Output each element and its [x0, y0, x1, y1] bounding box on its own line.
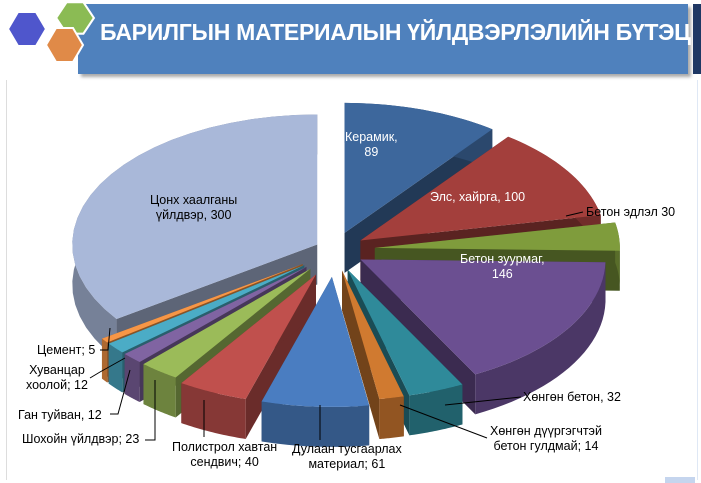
data-label: Цемент; 5	[37, 343, 95, 358]
slice-top	[360, 136, 601, 241]
data-label: Цонх хаалганы үйлдвэр, 300	[150, 193, 237, 223]
slice-side	[181, 383, 246, 440]
slice-wall	[342, 270, 380, 440]
label-value: материал; 61	[308, 457, 386, 471]
leader-line	[145, 380, 156, 441]
slice-top	[374, 222, 620, 251]
pie-slice-полистрол-хавтан-сендвич	[181, 274, 316, 440]
label-name: Цемент; 5	[37, 343, 96, 357]
label-value: 146	[491, 267, 513, 281]
label-value: сендвич; 40	[190, 455, 259, 469]
data-label: Дулаан тусгаарлах материал; 61	[292, 442, 402, 472]
leader-line	[444, 396, 522, 406]
label-name: Полистрол хавтан	[172, 440, 278, 454]
slice-top	[143, 268, 311, 378]
label-name: Элс, хайрга, 100	[430, 190, 526, 204]
label-name: Шохойн үйлдвэр; 23	[22, 432, 140, 446]
slice-side	[261, 401, 370, 447]
label-value: үйлдвэр, 300	[155, 208, 232, 222]
slice-top	[347, 269, 463, 396]
slice-top	[181, 274, 316, 400]
label-name: Дулаан тусгаарлах	[292, 442, 402, 456]
slice-side	[409, 384, 463, 436]
hexagon-blue-icon	[6, 11, 48, 47]
label-value: 89	[364, 145, 379, 159]
slice-top	[344, 102, 493, 233]
slice-top	[124, 266, 307, 363]
data-label: Шохойн үйлдвэр; 23	[22, 432, 139, 447]
chart-frame	[6, 80, 698, 480]
slice-side	[475, 262, 606, 415]
label-name: Керамик,	[345, 130, 398, 144]
data-label: Хуванцар хоолой; 12	[26, 363, 88, 393]
label-name: Хөнгөн дүүргэгчтэй	[490, 424, 602, 438]
slice-top	[342, 270, 404, 400]
hexagon-green-icon	[54, 1, 96, 35]
data-label: Ган туйван, 12	[18, 408, 102, 423]
label-name: Бетон эдлэл 30	[586, 205, 676, 219]
slice-side	[379, 396, 404, 440]
page-title: БАРИЛГЫН МАТЕРИАЛЫН ҮЙЛДВЭРЛЭЛИЙН БҮТЭЦ	[100, 19, 691, 45]
label-name: Цонх хаалганы	[150, 193, 238, 207]
slice-side	[124, 353, 140, 403]
data-label: Хөнгөн дүүргэгчтэй бетон гулдмай; 14	[490, 424, 602, 454]
title-banner	[78, 4, 688, 74]
hexagon-orange-icon	[44, 27, 85, 63]
slice-top	[261, 276, 370, 407]
slice-top	[101, 264, 303, 343]
label-value: бетон гулдмай; 14	[493, 439, 599, 453]
pie-slice-дулаан-тусгаарлах-материал	[261, 276, 370, 447]
slice-top	[360, 259, 606, 375]
banner-edge	[693, 4, 701, 74]
label-name: Бетон зуурмаг,	[460, 252, 545, 266]
label-value: хоолой; 12	[26, 378, 88, 392]
corner-decoration	[665, 477, 695, 483]
data-label: Бетон зуурмаг, 146	[460, 252, 545, 282]
data-label: Полистрол хавтан сендвич; 40	[172, 440, 277, 470]
leader-line	[399, 404, 488, 439]
label-name: Хөнгөн бетон, 32	[523, 390, 621, 404]
leader-line	[565, 211, 584, 217]
data-label: Хөнгөн бетон, 32	[523, 390, 621, 405]
leader-line	[110, 369, 131, 415]
label-name: Хуванцар	[29, 363, 85, 377]
slice-top	[72, 114, 318, 320]
data-label: Керамик, 89	[345, 130, 398, 160]
pie-slice-хөнгөн-дүүргэгчтэй-бетон-гулдмай	[342, 270, 404, 440]
data-label: Бетон эдлэл 30	[586, 205, 675, 220]
slice-top	[108, 265, 305, 353]
slice-wall	[143, 268, 311, 405]
leader-line	[100, 327, 111, 351]
data-label: Элс, хайрга, 100	[430, 190, 525, 205]
slice-side	[143, 364, 176, 418]
slice-side	[108, 343, 123, 393]
leader-line	[89, 357, 126, 379]
label-name: Ган туйван, 12	[18, 408, 102, 422]
